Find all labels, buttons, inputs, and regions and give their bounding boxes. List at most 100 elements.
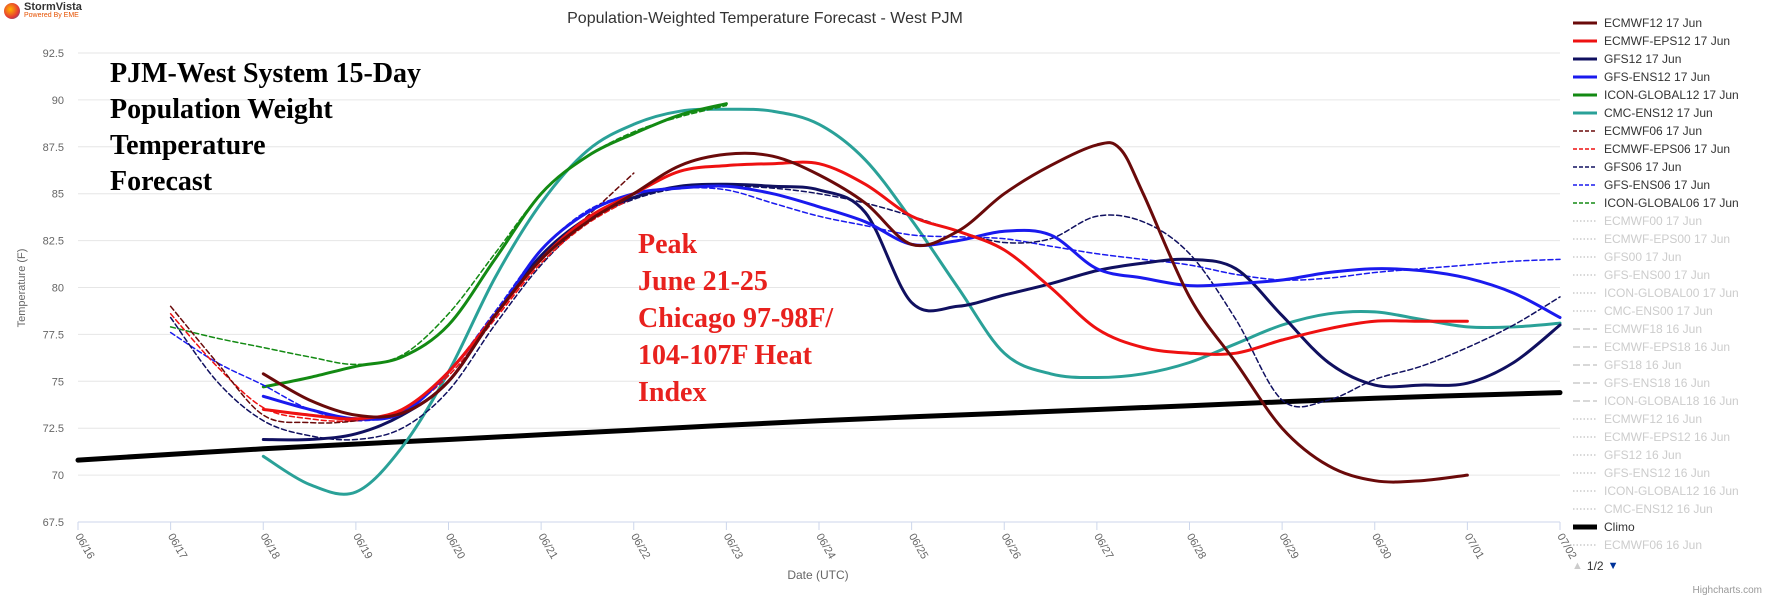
legend-label: GFS00 17 Jun [1604, 250, 1682, 264]
legend-item[interactable]: ECMWF-EPS12 17 Jun [1572, 32, 1772, 50]
series-line-ecmwf-eps12-17-jun[interactable] [261, 160, 1469, 421]
legend-item[interactable]: GFS-ENS06 17 Jun [1572, 176, 1772, 194]
legend-swatch [1573, 93, 1597, 97]
legend-item[interactable]: ECMWF18 16 Jun [1572, 320, 1772, 338]
legend-item[interactable]: GFS12 16 Jun [1572, 446, 1772, 464]
legend-item[interactable]: GFS12 17 Jun [1572, 50, 1772, 68]
legend-item[interactable]: GFS-ENS12 16 Jun [1572, 464, 1772, 482]
y-tick-label: 70 [52, 470, 64, 482]
legend-item[interactable]: CMC-ENS00 17 Jun [1572, 302, 1772, 320]
legend-swatch [1573, 166, 1597, 168]
x-tick-label: 06/20 [443, 532, 467, 562]
legend-item[interactable]: ECMWF06 17 Jun [1572, 122, 1772, 140]
legend-swatch [1573, 382, 1597, 384]
legend-item[interactable]: ECMWF-EPS12 16 Jun [1572, 428, 1772, 446]
legend-swatch [1573, 256, 1597, 258]
legend-swatch [1573, 75, 1597, 79]
legend-item[interactable]: ICON-GLOBAL12 17 Jun [1572, 86, 1772, 104]
series-line-icon-global06-17-jun[interactable] [169, 104, 728, 366]
series-line-gfs-ens06-17-jun[interactable] [169, 186, 1561, 422]
legend-label: ICON-GLOBAL00 17 Jun [1604, 286, 1739, 300]
legend-label: ECMWF00 17 Jun [1604, 214, 1703, 228]
chart-title: Population-Weighted Temperature Forecast… [567, 10, 963, 27]
peak-annotation: Peak June 21-25 Chicago 97-98F/ 104-107F… [638, 229, 834, 408]
series-line-cmc-ens12-17-jun[interactable] [261, 107, 1562, 496]
legend-label: GFS-ENS18 16 Jun [1604, 376, 1711, 390]
legend-page-up-icon[interactable]: ▲ [1572, 560, 1583, 572]
x-tick-label: 06/21 [536, 532, 560, 562]
legend-item[interactable]: CMC-ENS12 17 Jun [1572, 104, 1772, 122]
legend-swatch [1573, 436, 1597, 438]
legend-swatch [1573, 454, 1597, 456]
legend-label: ECMWF-EPS12 17 Jun [1604, 34, 1731, 48]
legend-pagination: ▲ 1/2 ▼ [1572, 556, 1772, 576]
legend-item[interactable]: GFS-ENS00 17 Jun [1572, 266, 1772, 284]
legend-item[interactable]: ICON-GLOBAL18 16 Jun [1572, 392, 1772, 410]
legend-item[interactable]: ECMWF00 17 Jun [1572, 212, 1772, 230]
legend-swatch [1573, 111, 1597, 115]
legend-item[interactable]: GFS06 17 Jun [1572, 158, 1772, 176]
x-axis-ticks: 06/16 06/17 06/18 06/19 06/20 06/21 06/22 06/23… [72, 521, 1579, 562]
series-line-ecmwf-eps06-17-jun[interactable] [169, 196, 635, 422]
series-line-ecmwf06-17-jun[interactable] [169, 172, 635, 424]
legend-item[interactable]: ECMWF-EPS00 17 Jun [1572, 230, 1772, 248]
legend-item[interactable]: ECMWF12 17 Jun [1572, 14, 1772, 32]
y-tick-label: 75 [52, 376, 64, 388]
stormvista-logo: StormVista Powered By EME [4, 2, 82, 19]
legend-label: ECMWF-EPS12 16 Jun [1604, 430, 1731, 444]
stormvista-logo-icon [4, 2, 20, 19]
legend-item[interactable]: ICON-GLOBAL00 17 Jun [1572, 284, 1772, 302]
legend-swatch [1573, 524, 1597, 530]
legend-item[interactable]: ECMWF-EPS06 17 Jun [1572, 140, 1772, 158]
legend-label: Climo [1604, 520, 1635, 534]
x-tick-label: 06/24 [813, 532, 837, 562]
legend-label: CMC-ENS00 17 Jun [1604, 304, 1713, 318]
legend-item[interactable]: Climo [1572, 518, 1772, 536]
legend-swatch [1573, 21, 1597, 25]
legend-label: ICON-GLOBAL06 17 Jun [1604, 196, 1739, 210]
series-line-icon-global12-17-jun[interactable] [261, 102, 728, 389]
series-lines [75, 102, 1563, 496]
legend-item[interactable]: GFS-ENS12 17 Jun [1572, 68, 1772, 86]
x-tick-label: 06/22 [628, 532, 652, 562]
legend-swatch [1573, 148, 1597, 150]
legend-item[interactable]: GFS18 16 Jun [1572, 356, 1772, 374]
x-tick-label: 06/16 [72, 532, 96, 562]
legend-label: GFS-ENS12 16 Jun [1604, 466, 1711, 480]
legend-label: ECMWF18 16 Jun [1604, 322, 1703, 336]
legend-item[interactable]: ECMWF06 16 Jun [1572, 536, 1772, 554]
legend-label: ICON-GLOBAL12 16 Jun [1604, 484, 1739, 498]
legend-label: ICON-GLOBAL12 17 Jun [1604, 88, 1739, 102]
y-axis-ticks: 67.5 70 72.5 75 77.5 80 82.5 85 87.5 90 92.5 [43, 48, 64, 529]
legend-swatch [1573, 130, 1597, 132]
x-tick-label: 06/17 [165, 532, 189, 562]
legend-swatch [1573, 472, 1597, 474]
legend-item[interactable]: ECMWF12 16 Jun [1572, 410, 1772, 428]
series-line-climo[interactable] [75, 390, 1563, 463]
brand-name: StormVista [24, 1, 82, 13]
y-tick-label: 87.5 [43, 142, 64, 154]
brand-tagline: Powered By EME [24, 12, 79, 19]
legend-label: GFS18 16 Jun [1604, 358, 1682, 372]
legend-item[interactable]: ICON-GLOBAL12 16 Jun [1572, 482, 1772, 500]
x-tick-label: 06/25 [906, 532, 930, 562]
series-line-ecmwf12-17-jun[interactable] [261, 141, 1469, 484]
legend-label: ECMWF12 16 Jun [1604, 412, 1703, 426]
legend-swatch [1573, 39, 1597, 43]
x-tick-label: 07/01 [1462, 532, 1486, 562]
x-tick-label: 06/29 [1277, 532, 1301, 562]
chart-legend: ECMWF12 17 Jun ECMWF-EPS12 17 Jun GFS12 17… [1572, 14, 1772, 576]
legend-item[interactable]: CMC-ENS12 16 Jun [1572, 500, 1772, 518]
legend-page-down-icon[interactable]: ▼ [1607, 560, 1619, 572]
legend-swatch [1573, 274, 1597, 276]
x-axis-label: Date (UTC) [787, 568, 848, 582]
legend-item[interactable]: ECMWF-EPS18 16 Jun [1572, 338, 1772, 356]
legend-item[interactable]: GFS00 17 Jun [1572, 248, 1772, 266]
legend-item[interactable]: GFS-ENS18 16 Jun [1572, 374, 1772, 392]
legend-item[interactable]: ICON-GLOBAL06 17 Jun [1572, 194, 1772, 212]
y-tick-label: 80 [52, 283, 64, 295]
y-tick-label: 72.5 [43, 423, 64, 435]
highcharts-credits[interactable]: Highcharts.com [1692, 585, 1762, 596]
y-tick-label: 82.5 [43, 236, 64, 248]
